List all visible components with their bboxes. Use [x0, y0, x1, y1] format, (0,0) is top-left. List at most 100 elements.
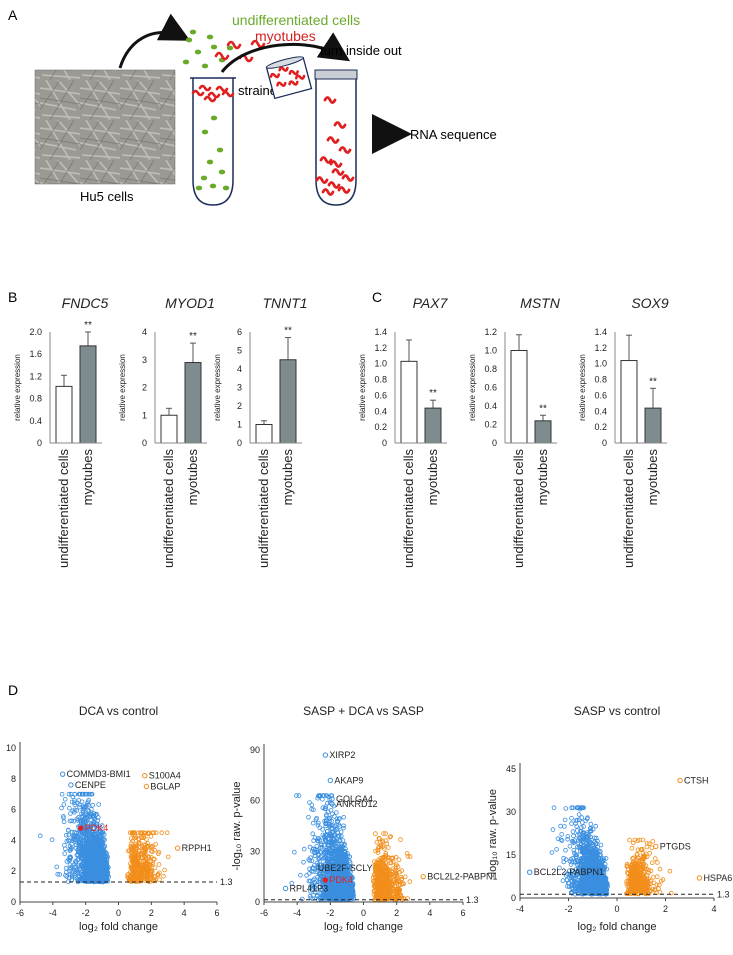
down-gene-point: [307, 871, 312, 876]
down-gene-point: [70, 794, 76, 800]
y-tick-label: 0: [237, 438, 242, 448]
annotated-gene-point: [322, 877, 329, 883]
up-gene-point: [396, 857, 402, 863]
bar-chart-title: SOX9: [631, 295, 669, 311]
down-gene-point: [66, 791, 72, 797]
down-gene-point: [549, 850, 555, 855]
annotated-gene-point: [59, 771, 66, 777]
down-gene-point: [329, 818, 335, 824]
gene-label-ankrd12: ANKRD12: [336, 799, 378, 809]
up-gene-point: [131, 864, 137, 869]
x-tick-label: 6: [214, 908, 219, 918]
down-gene-point: [59, 805, 64, 811]
gene-label-s100a4: S100A4: [149, 771, 181, 781]
up-gene-point: [129, 846, 135, 851]
threshold-label: 1.3: [220, 877, 233, 887]
down-gene-point: [98, 836, 103, 842]
bar-chart-title: MYOD1: [165, 295, 215, 311]
down-gene-point: [99, 823, 105, 828]
down-gene-point: [340, 844, 346, 849]
down-gene-point: [77, 791, 82, 797]
down-gene-point: [80, 861, 85, 866]
up-gene-point: [153, 830, 159, 835]
down-gene-point: [92, 872, 98, 878]
down-gene-point: [80, 791, 85, 797]
down-gene-point: [72, 800, 77, 805]
myotube: [315, 176, 329, 184]
panel-letter-d: D: [8, 682, 18, 698]
undiff-label: undifferentiated cells: [232, 12, 360, 28]
up-gene-point: [128, 861, 133, 866]
down-gene-point: [97, 863, 103, 869]
up-gene-point: [145, 878, 151, 883]
y-tick-label: 0.4: [374, 406, 387, 416]
up-gene-point: [133, 852, 139, 857]
down-gene-point: [94, 822, 99, 828]
gene-label-cenpe: CENPE: [75, 780, 106, 790]
category-label: myotubes: [645, 449, 660, 506]
undiff-cell: [189, 29, 197, 35]
down-gene-point: [86, 845, 92, 851]
undiff-cell: [209, 183, 217, 189]
down-gene-point: [96, 875, 102, 881]
gene-label-pdk4: PDK4: [329, 875, 353, 885]
down-gene-point: [83, 803, 89, 809]
y-tick-label: 0.2: [594, 422, 607, 432]
up-gene-point: [156, 862, 162, 867]
down-gene-point: [326, 816, 332, 822]
up-gene-point: [146, 855, 152, 860]
up-gene-point: [137, 862, 142, 868]
significance-label: **: [84, 320, 92, 331]
down-gene-point: [314, 849, 320, 855]
down-gene-point: [68, 867, 73, 872]
undiff-cell: [222, 185, 230, 191]
up-gene-point: [131, 857, 137, 862]
y-tick-label: 0.8: [484, 364, 497, 374]
up-gene-point: [148, 874, 153, 880]
down-gene-point: [307, 858, 313, 863]
y-tick-label: 0.2: [374, 422, 387, 432]
bar-chart-title: TNNT1: [262, 295, 307, 311]
up-gene-point: [134, 845, 140, 851]
down-gene-point: [588, 821, 594, 827]
annotated-gene-point: [420, 873, 426, 880]
down-gene-point: [73, 874, 78, 880]
down-gene-point: [93, 860, 98, 865]
up-gene-point: [126, 875, 131, 880]
down-gene-point: [68, 846, 74, 851]
undiff-cell: [195, 185, 203, 191]
myotube: [321, 188, 335, 196]
down-gene-point: [84, 812, 89, 817]
category-label: undifferentiated cells: [56, 449, 71, 569]
up-gene-point: [131, 857, 136, 863]
down-gene-point: [301, 846, 307, 852]
down-gene-point: [93, 854, 98, 859]
y-tick-label: 5: [237, 346, 242, 356]
down-gene-point: [558, 823, 563, 829]
up-gene-point: [139, 830, 145, 835]
up-gene-point: [151, 830, 157, 835]
y-tick-label: 3: [237, 383, 242, 393]
up-gene-point: [165, 854, 171, 860]
down-gene-point: [83, 836, 89, 842]
down-gene-point: [90, 864, 95, 869]
y-axis-label: relative expression: [118, 354, 127, 421]
gene-label-rpl41p3: RPL41P3: [290, 883, 329, 893]
down-gene-point: [37, 833, 43, 838]
up-gene-point: [129, 830, 135, 835]
down-gene-point: [102, 837, 107, 843]
y-tick-label: 0: [382, 438, 387, 448]
up-gene-point: [152, 865, 158, 871]
down-gene-point: [92, 839, 98, 845]
up-gene-point: [141, 830, 147, 835]
y-tick-label: 4: [11, 835, 16, 845]
down-gene-point: [314, 874, 320, 880]
gene-label-commd3-bmi1: COMMD3-BMI1: [67, 769, 131, 779]
significance-label: **: [539, 403, 547, 414]
down-gene-point: [328, 834, 334, 840]
down-gene-point: [63, 846, 68, 852]
x-tick-label: 0: [361, 908, 366, 918]
